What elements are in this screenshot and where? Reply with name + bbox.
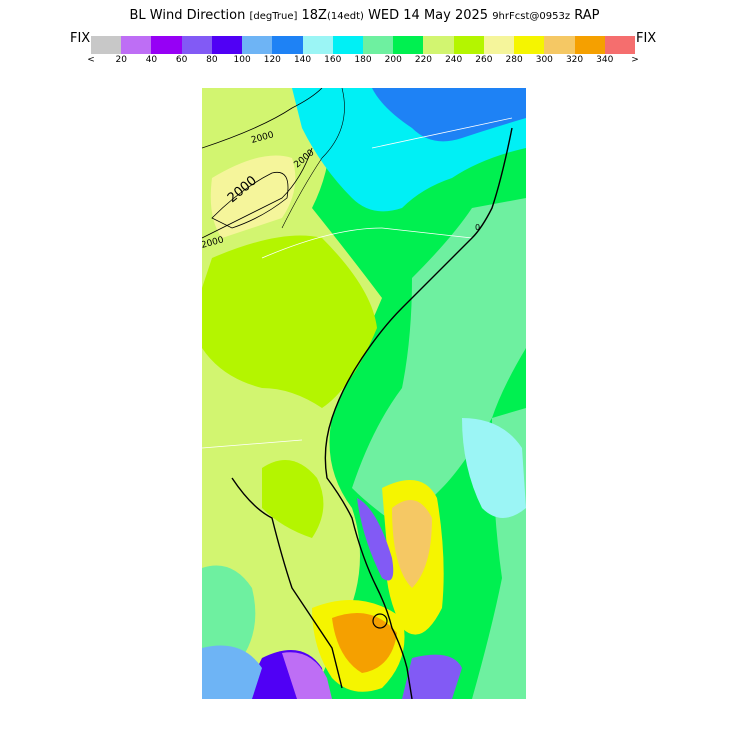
tick-label: 120	[263, 55, 281, 65]
color-swatch	[423, 36, 454, 54]
color-swatch	[272, 36, 303, 54]
tick-label: 180	[354, 55, 372, 65]
color-swatch	[121, 36, 152, 54]
color-swatch	[514, 36, 545, 54]
region-20-southwest	[282, 652, 332, 699]
coastline-east	[324, 127, 513, 699]
legend-right-label: FIX	[636, 31, 657, 46]
color-swatch	[181, 36, 212, 54]
region-320-peninsula	[392, 500, 432, 588]
tick-label: 40	[145, 55, 158, 65]
tick-label: 60	[175, 55, 188, 65]
color-swatch	[332, 36, 363, 54]
color-swatch	[151, 36, 182, 54]
region-180-coast	[352, 198, 526, 528]
title-units: [degTrue]	[249, 11, 298, 22]
region-140-east	[462, 418, 526, 518]
title-field: BL Wind Direction	[129, 8, 246, 23]
tick-label: 260	[475, 55, 493, 65]
tick-label: 200	[384, 55, 402, 65]
region-260-mid	[262, 460, 324, 538]
tick-label: 100	[233, 55, 251, 65]
color-swatch	[362, 36, 394, 54]
tick-label: 320	[565, 55, 584, 65]
tick-label: 240	[445, 55, 463, 65]
lake-outline	[372, 613, 388, 629]
tick-label: <	[87, 55, 95, 65]
tick-label: 140	[293, 55, 312, 65]
state-border	[261, 227, 473, 259]
state-border	[202, 439, 303, 449]
contour-line	[202, 147, 313, 239]
color-swatch	[453, 36, 484, 54]
coastline-gulf	[231, 477, 343, 689]
tick-label: 160	[324, 55, 342, 65]
chart-title: BL Wind Direction [degTrue] 18Z(14edt) W…	[0, 8, 729, 23]
color-swatch	[544, 36, 575, 54]
tick-label: 220	[414, 55, 433, 65]
color-swatch	[211, 36, 243, 54]
tick-label: 300	[535, 55, 553, 65]
region-280-mountains	[210, 155, 296, 238]
color-swatch	[242, 36, 273, 54]
color-swatch	[483, 36, 515, 54]
title-date: WED 14 May 2025	[368, 8, 489, 23]
color-scale-ticks: <20 40 60 80 100 120 140 160 180 200 220 240 260 280 3…	[87, 55, 639, 67]
color-swatch	[393, 36, 424, 54]
color-swatch	[604, 36, 635, 54]
title-time: 18Z	[301, 8, 327, 23]
region-240	[202, 88, 382, 699]
state-border	[371, 117, 513, 149]
title-forecast: 9hrFcst@0953z	[492, 11, 571, 22]
region-260-north	[202, 235, 377, 408]
region-60-peninsula-strip	[357, 498, 394, 581]
contour-line	[281, 88, 345, 229]
tick-label: 280	[505, 55, 523, 65]
contour-line	[211, 171, 289, 229]
contour-label: 0	[475, 223, 480, 232]
wind-direction-map: 2000 2000 2000 2000 0	[202, 88, 526, 699]
legend-left-label: FIX	[70, 31, 91, 46]
color-swatch	[574, 36, 605, 54]
tick-label: 80	[206, 55, 218, 65]
tick-label: 20	[115, 55, 127, 65]
color-swatch	[91, 36, 122, 54]
color-scale-bar	[91, 36, 635, 54]
color-swatch	[302, 36, 333, 54]
region-120-north	[372, 88, 526, 142]
title-model: RAP	[574, 8, 600, 23]
tick-label: 340	[596, 55, 614, 65]
region-180-southwest	[202, 565, 256, 668]
region-60-south	[402, 654, 462, 699]
tick-label: >	[631, 55, 639, 65]
title-time-local: (14edt)	[326, 11, 364, 22]
region-100-southwest	[202, 645, 262, 699]
contour-line	[202, 88, 323, 149]
map-canvas: 2000 2000 2000 2000 0	[202, 88, 526, 699]
